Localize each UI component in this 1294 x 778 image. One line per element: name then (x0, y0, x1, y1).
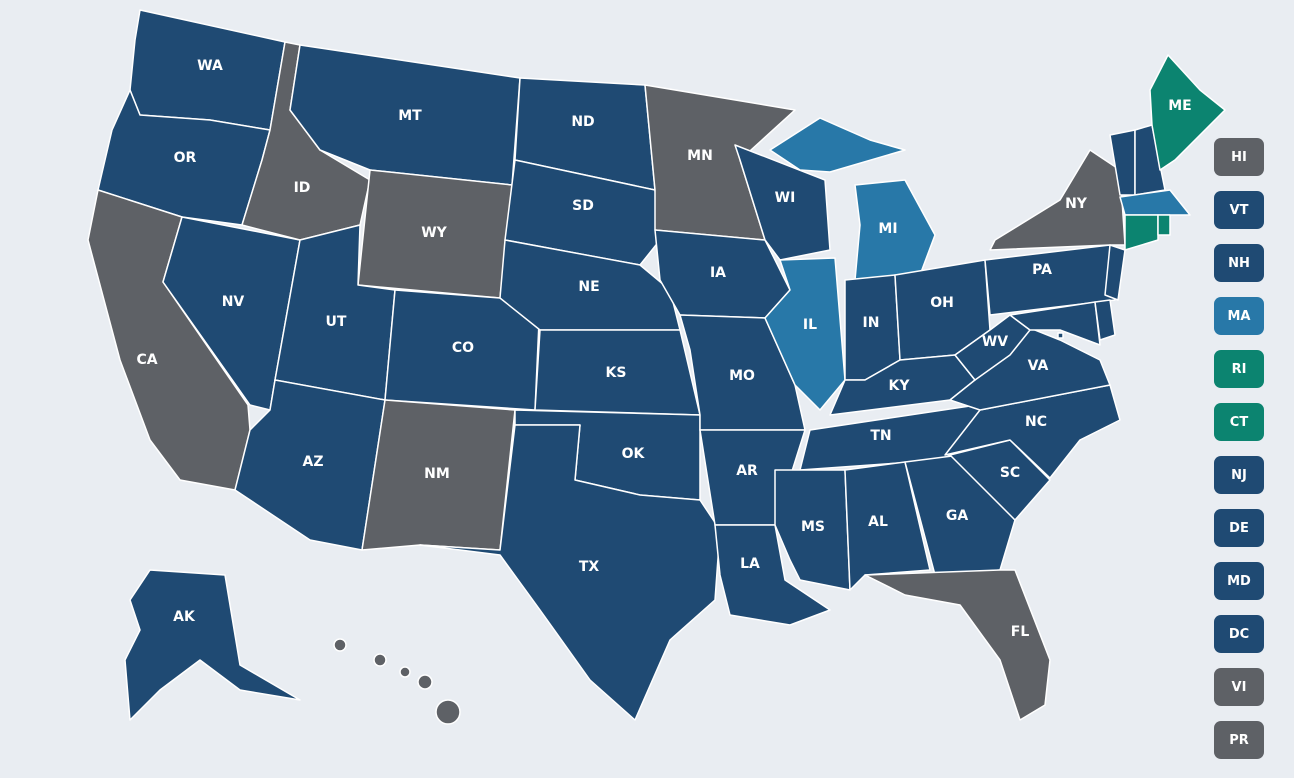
state-co[interactable] (384, 289, 541, 411)
state-mi[interactable] (769, 117, 906, 173)
state-ms[interactable] (774, 469, 851, 591)
state-dc[interactable] (1057, 332, 1064, 339)
state-hi[interactable] (399, 666, 411, 678)
state-hi[interactable] (373, 653, 387, 667)
state-button-pr[interactable]: PR (1214, 721, 1264, 759)
state-me[interactable] (1149, 54, 1226, 171)
state-button-nh[interactable]: NH (1214, 244, 1264, 282)
state-al[interactable] (844, 461, 931, 591)
state-md[interactable] (1009, 301, 1101, 346)
state-mi[interactable] (854, 179, 936, 281)
state-button-ri[interactable]: RI (1214, 350, 1264, 388)
state-button-hi[interactable]: HI (1214, 138, 1264, 176)
state-ny[interactable] (989, 149, 1126, 251)
state-wy[interactable] (357, 169, 513, 299)
state-la[interactable] (714, 524, 831, 626)
state-button-md[interactable]: MD (1214, 562, 1264, 600)
state-button-vt[interactable]: VT (1214, 191, 1264, 229)
state-nj[interactable] (1104, 244, 1126, 301)
state-ct[interactable] (1124, 214, 1159, 251)
state-pa[interactable] (984, 244, 1116, 316)
state-ak[interactable] (124, 569, 301, 721)
state-tx[interactable] (419, 424, 721, 721)
state-button-nj[interactable]: NJ (1214, 456, 1264, 494)
state-button-vi[interactable]: VI (1214, 668, 1264, 706)
state-button-dc[interactable]: DC (1214, 615, 1264, 653)
state-de[interactable] (1094, 299, 1116, 341)
state-sd[interactable] (504, 159, 661, 266)
state-button-ma[interactable]: MA (1214, 297, 1264, 335)
state-il[interactable] (764, 257, 846, 411)
state-button-de[interactable]: DE (1214, 509, 1264, 547)
state-nm[interactable] (361, 399, 516, 551)
state-button-ct[interactable]: CT (1214, 403, 1264, 441)
state-wa[interactable] (129, 9, 286, 131)
state-hi[interactable] (333, 638, 347, 652)
state-ma[interactable] (1119, 189, 1191, 216)
small-states-buttons: HI VT NH MA RI CT NJ DE MD DC VI PR (1214, 138, 1264, 759)
state-ri[interactable] (1157, 214, 1171, 236)
state-fl[interactable] (864, 569, 1051, 721)
state-hi[interactable] (435, 699, 461, 725)
state-ks[interactable] (534, 329, 701, 416)
state-hi[interactable] (417, 674, 433, 690)
